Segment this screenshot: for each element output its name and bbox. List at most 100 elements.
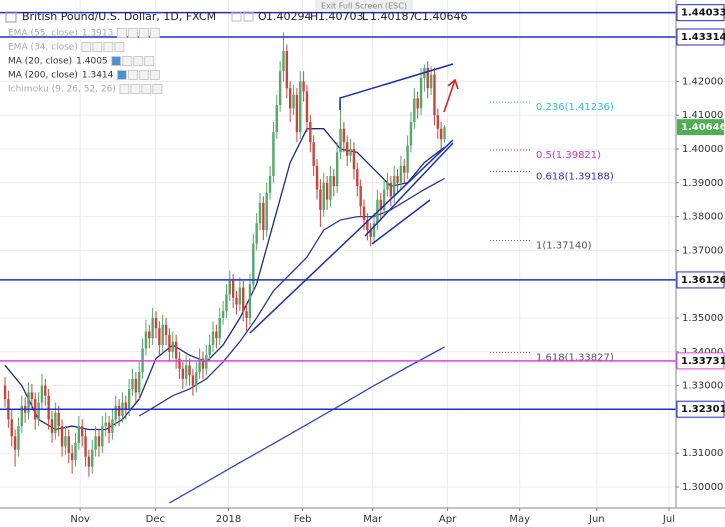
indicator-icon[interactable] — [149, 70, 160, 80]
indicator-icon[interactable] — [103, 42, 114, 52]
candle-body — [292, 94, 295, 109]
ohlc-field-label: O — [258, 10, 267, 23]
candle-body — [285, 50, 289, 89]
indicator-icon[interactable] — [81, 42, 92, 52]
indicator-icon[interactable] — [144, 56, 155, 66]
y-tick-label: 1.42000 — [682, 76, 723, 87]
indicator-icon[interactable] — [149, 28, 160, 38]
x-tick-label: Feb — [294, 514, 312, 525]
y-tick-label: 1.38000 — [682, 212, 723, 223]
y-tick-label: 1.35000 — [682, 313, 723, 324]
candle-body — [50, 419, 54, 433]
indicator-icon[interactable] — [127, 28, 138, 38]
fib-label: 0.236(1.41236) — [536, 102, 614, 113]
candle-body — [3, 385, 7, 400]
trendline — [339, 63, 454, 110]
candle-body — [174, 341, 178, 359]
candle-body — [332, 176, 336, 187]
candle-body — [366, 219, 369, 231]
candle-body — [138, 372, 141, 393]
fib-label: 1.618(1.33827) — [536, 353, 614, 364]
y-tick-label: 1.39000 — [682, 178, 723, 189]
y-tick-label: 1.31000 — [682, 448, 723, 459]
candle-body — [97, 436, 101, 447]
candle-body — [349, 148, 352, 156]
price-box-label: 1.43314 — [681, 32, 725, 43]
candle-body — [208, 345, 211, 356]
candle-body — [315, 165, 319, 190]
indicator-icon[interactable] — [152, 84, 163, 94]
indicator-label: MA (200, close) — [8, 71, 78, 81]
candle-body — [80, 426, 84, 437]
price-box-label: 1.32301 — [681, 404, 725, 415]
trendlines — [249, 63, 454, 334]
indicator-label: EMA (55, close) — [8, 29, 78, 39]
candle-body — [356, 169, 359, 187]
fib-label: 1(1.37140) — [536, 241, 592, 252]
indicator-label: Ichimoku (9, 26, 52, 26) — [8, 85, 116, 95]
candle-body — [171, 341, 174, 352]
chart-title: British Pound/U.S. Dollar, 1D, FXCM — [22, 10, 216, 23]
exit-fullscreen[interactable]: Exit Full Screen (ESC) — [321, 2, 407, 11]
candle-body — [221, 311, 225, 318]
candle-body — [248, 284, 252, 318]
candle-body — [134, 378, 138, 393]
candle-body — [111, 419, 114, 433]
candle-body — [416, 98, 419, 109]
candle-body — [211, 331, 215, 346]
candle-body — [288, 88, 292, 109]
y-tick-label: 1.34000 — [682, 347, 723, 358]
candle-body — [77, 426, 81, 444]
candle-body — [439, 128, 443, 140]
candle-body — [379, 199, 382, 210]
indicator-icon[interactable] — [114, 42, 125, 52]
candle-body — [386, 182, 389, 190]
indicator-icon[interactable] — [119, 84, 130, 94]
candle-body — [191, 375, 195, 386]
indicator-icon[interactable] — [127, 70, 138, 80]
candle-body — [20, 405, 24, 427]
x-tick-label: Mar — [363, 514, 383, 525]
candle-body — [282, 50, 285, 72]
indicator-icon[interactable] — [141, 84, 152, 94]
candle-body — [94, 436, 97, 450]
candle-body — [403, 165, 406, 173]
indicator-icon[interactable] — [122, 56, 133, 66]
indicator-icon[interactable] — [133, 56, 144, 66]
candle-body — [154, 317, 158, 329]
arrow-head — [447, 78, 459, 90]
axes: 1.42000 1.41000 1.40000 1.39000 1.38000 1.370… — [70, 4, 725, 525]
indicator-icon[interactable] — [138, 28, 149, 38]
candle-body — [101, 426, 104, 447]
candle-body — [429, 74, 433, 89]
candle-body — [278, 71, 282, 106]
indicator-icon[interactable] — [116, 70, 127, 80]
indicator-label: MA (20, close) — [8, 57, 72, 67]
candle-body — [325, 182, 329, 200]
candle-body — [37, 402, 40, 420]
trendline — [364, 142, 454, 237]
candle-body — [151, 317, 154, 339]
indicator-icon[interactable] — [138, 70, 149, 80]
indicator-value: 1.3913 — [82, 29, 114, 39]
candle-body — [131, 378, 134, 389]
indicator-icon[interactable] — [92, 42, 103, 52]
ohlc-field-value: 1.40703 — [318, 10, 364, 23]
candle-body — [272, 132, 275, 177]
candle-body — [114, 405, 117, 420]
candle-body — [426, 67, 429, 89]
candle-body — [436, 115, 440, 129]
trendline — [371, 199, 431, 245]
price-box — [676, 400, 725, 418]
candle-body — [409, 121, 413, 146]
indicator-icon[interactable] — [111, 56, 122, 66]
candle-body — [369, 230, 372, 237]
indicator-icon[interactable] — [116, 28, 127, 38]
x-tick-label: Nov — [70, 514, 90, 525]
indicator-icon[interactable] — [130, 84, 141, 94]
candle-body — [359, 186, 362, 207]
collapse-icon[interactable] — [5, 11, 17, 23]
exit-fullscreen-button[interactable] — [315, 0, 413, 11]
candle-body — [265, 192, 268, 231]
candle-body — [299, 81, 302, 133]
